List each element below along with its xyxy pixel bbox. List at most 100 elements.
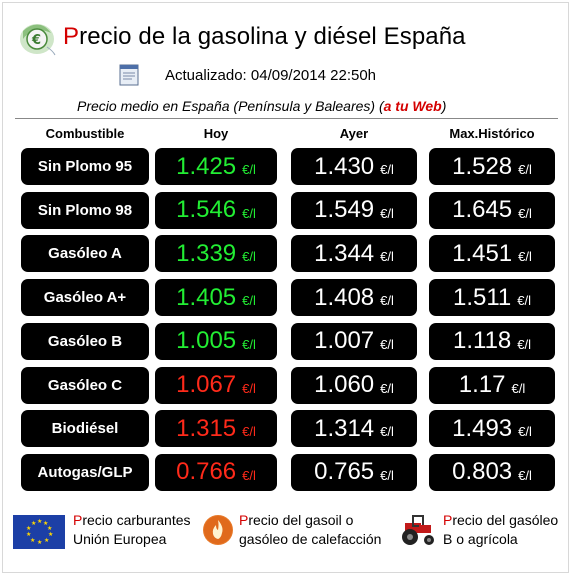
eu-flag-icon: ★ ★★ ★★★ ★★★ ★: [13, 515, 65, 549]
updated-label: Actualizado:: [165, 66, 247, 84]
footer-agr-line2: B o agrícola: [443, 531, 518, 547]
price-ayer: 1.007 €/l: [291, 322, 417, 360]
tractor-icon: [402, 515, 434, 545]
footer-agr-first: P: [443, 512, 453, 528]
footer-cal-line1: recio del gasoil o: [248, 512, 354, 528]
svg-text:★: ★: [26, 531, 31, 538]
price-max: 1.511 €/l: [429, 279, 555, 317]
svg-text:€: €: [31, 33, 41, 48]
price-hoy: 1.405 €/l: [155, 279, 277, 317]
price-value: 0.803: [452, 458, 513, 486]
fuel-name: Gasóleo B: [21, 322, 149, 360]
price-value: 1.007: [314, 327, 375, 355]
column-header-max: Max.Histórico: [449, 126, 535, 141]
price-unit: €/l: [380, 162, 394, 177]
price-unit: €/l: [518, 249, 532, 265]
price-unit: €/l: [242, 336, 256, 352]
fuel-name: Gasóleo A: [21, 235, 149, 273]
price-unit: €/l: [380, 205, 394, 221]
price-value: 1.645: [452, 196, 513, 224]
price-value: 0.766: [176, 458, 237, 486]
price-value: 1.344: [314, 239, 375, 267]
price-value: 1.067: [176, 371, 237, 398]
price-value: 1.405: [176, 283, 237, 311]
svg-text:★: ★: [44, 537, 49, 544]
price-max: 1.493 €/l: [429, 410, 555, 448]
svg-text:★: ★: [48, 531, 53, 538]
column-header-combustible: Combustible: [45, 126, 125, 141]
footer-text-eu: Precio carburantes Unión Europea: [73, 511, 191, 549]
price-ayer: 1.344 €/l: [291, 235, 417, 273]
price-max: 0.803 €/l: [429, 453, 555, 491]
price-max: 1.645 €/l: [429, 191, 555, 229]
price-value: 1.451: [452, 239, 513, 267]
column-header-ayer: Ayer: [339, 126, 369, 141]
price-unit: €/l: [242, 424, 256, 440]
price-value: 0.765: [314, 458, 375, 486]
footer-links: ★ ★ ★ ★ ★ ★ ★ ★ ★ ★ Precio carburantes Unión Eu…: [3, 505, 570, 565]
price-ayer: 1.430 €/l: [291, 148, 417, 185]
title-first-letter: P: [63, 23, 80, 50]
price-hoy: 0.766 €/l: [155, 453, 277, 491]
price-max: 1.17 €/l: [429, 366, 555, 404]
svg-text:★: ★: [30, 537, 35, 544]
price-ayer: 1.408 €/l: [291, 279, 417, 317]
fuel-name: Autogas/GLP: [21, 453, 149, 491]
price-unit: €/l: [511, 380, 526, 396]
flame-icon: [203, 515, 233, 545]
price-unit: €/l: [518, 162, 532, 177]
price-ayer: 1.060 €/l: [291, 366, 417, 404]
price-unit: €/l: [518, 424, 532, 440]
price-value: 1.060: [314, 371, 375, 398]
price-max: 1.118 €/l: [429, 322, 555, 360]
price-value: 1.339: [176, 239, 237, 267]
price-unit: €/l: [242, 467, 256, 483]
price-unit: €/l: [517, 336, 531, 352]
footer-link-eu[interactable]: ★ ★ ★ ★ ★ ★ ★ ★ ★ ★ Precio carburantes Unión Eu…: [13, 511, 191, 549]
a-tu-web-link[interactable]: a tu Web: [383, 98, 442, 114]
document-icon: [119, 64, 139, 86]
price-unit: €/l: [380, 249, 394, 265]
price-unit: €/l: [517, 293, 531, 309]
average-text: Precio medio en España (Península y Bale…: [77, 98, 384, 114]
price-hoy: 1.339 €/l: [155, 235, 277, 273]
price-max: 1.451 €/l: [429, 235, 555, 273]
price-hoy: 1.315 €/l: [155, 410, 277, 448]
svg-text:★: ★: [26, 525, 31, 532]
price-hoy: 1.005 €/l: [155, 322, 277, 360]
price-unit: €/l: [242, 293, 256, 309]
price-value: 1.315: [176, 414, 237, 442]
price-value: 1.118: [452, 327, 512, 355]
price-value: 1.005: [176, 327, 237, 355]
price-ayer: 1.549 €/l: [291, 191, 417, 229]
price-unit: €/l: [242, 162, 256, 177]
fuel-name: Biodiésel: [21, 410, 149, 448]
price-value: 1.425: [176, 152, 237, 180]
price-value: 1.17: [458, 371, 506, 398]
average-note: Precio medio en España (Península y Bale…: [77, 98, 446, 114]
fuel-name: Gasóleo A+: [21, 279, 149, 317]
footer-eu-first: P: [73, 512, 83, 528]
title-rest: recio de la gasolina y diésel España: [79, 23, 466, 50]
svg-text:★: ★: [43, 520, 48, 527]
price-value: 1.408: [314, 283, 375, 311]
footer-text-agricola: Precio del gasóleo B o agrícola: [443, 511, 558, 549]
header: € Precio de la gasolina y diésel España …: [3, 3, 570, 118]
euro-globe-logo-icon: €: [20, 24, 56, 56]
price-value: 1.493: [452, 414, 513, 442]
price-unit: €/l: [380, 380, 394, 396]
price-unit: €/l: [242, 205, 256, 221]
footer-link-agricola[interactable]: Precio del gasóleo B o agrícola: [399, 511, 558, 549]
footer-text-calefaccion: Precio del gasoil o gasóleo de calefacció…: [239, 511, 381, 549]
price-value: 1.546: [176, 196, 237, 224]
price-max: 1.528 €/l: [429, 148, 555, 185]
price-value: 1.528: [452, 152, 513, 180]
footer-link-calefaccion[interactable]: Precio del gasoil o gasóleo de calefacció…: [203, 511, 381, 549]
price-ayer: 0.765 €/l: [291, 453, 417, 491]
footer-eu-line1: recio carburantes: [82, 512, 191, 528]
column-header-hoy: Hoy: [203, 126, 229, 141]
updated-text: Actualizado: 04/09/2014 22:50h: [165, 67, 376, 84]
updated-row: Actualizado: 04/09/2014 22:50h: [119, 61, 376, 89]
price-value: 1.430: [314, 152, 375, 180]
